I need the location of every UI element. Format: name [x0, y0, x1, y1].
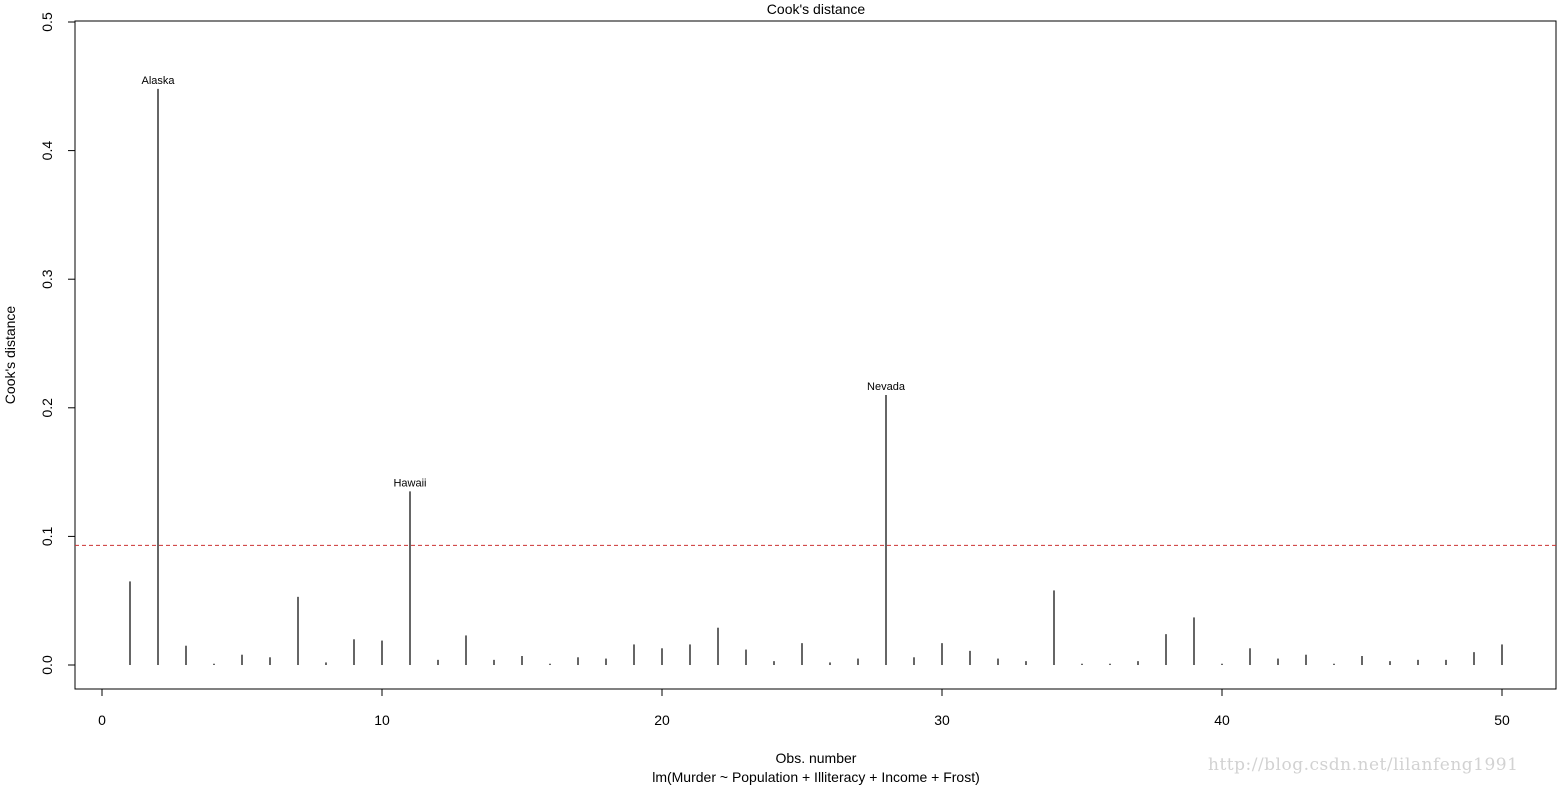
- watermark: http://blog.csdn.net/lilanfeng1991: [1208, 755, 1519, 775]
- y-tick-label: 0.3: [39, 269, 55, 289]
- y-axis-label: Cook's distance: [2, 306, 18, 405]
- axes: 0 10 20 30 40 50 0.0 0.1 0.2 0.3 0.4 0.5: [39, 12, 1557, 728]
- y-tick-label: 0.4: [39, 141, 55, 161]
- point-label: Hawaii: [393, 477, 426, 489]
- x-axis-label: Obs. number: [776, 750, 857, 766]
- x-tick-label: 40: [1214, 712, 1230, 728]
- point-label: Alaska: [141, 75, 175, 87]
- x-tick-label: 20: [654, 712, 670, 728]
- x-tick-label: 10: [374, 712, 390, 728]
- y-tick-label: 0.1: [39, 526, 55, 546]
- spike-series: [129, 88, 1503, 665]
- model-formula-subtitle: lm(Murder ~ Population + Illiteracy + In…: [652, 769, 980, 785]
- y-tick-label: 0.5: [39, 12, 55, 32]
- x-tick-label: 50: [1494, 712, 1510, 728]
- y-tick-label: 0.0: [39, 655, 55, 675]
- plot-frame: [74, 20, 1557, 690]
- y-tick-label: 0.2: [39, 398, 55, 418]
- x-tick-label: 0: [98, 712, 106, 728]
- point-labels: Alaska Hawaii Nevada: [141, 75, 905, 490]
- chart-title: Cook's distance: [767, 1, 866, 17]
- point-label: Nevada: [867, 381, 906, 393]
- x-tick-label: 30: [934, 712, 950, 728]
